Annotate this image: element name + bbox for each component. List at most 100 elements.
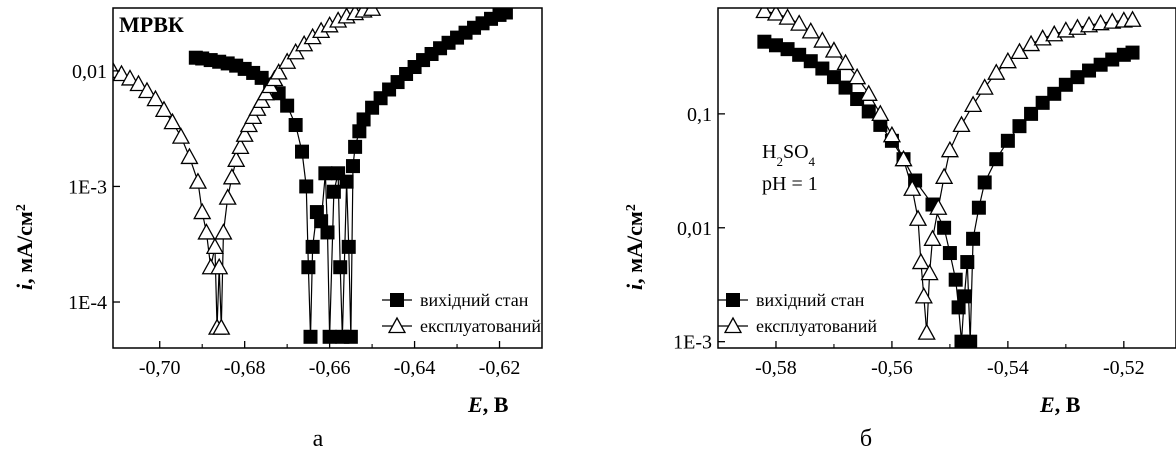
chart-a-series-1-point bbox=[137, 81, 157, 99]
chart-b-series-1-point bbox=[801, 22, 820, 39]
chart-b-series-0-point bbox=[780, 42, 795, 57]
formula-so: SO bbox=[783, 141, 809, 163]
chart-a-series-0-point bbox=[345, 159, 360, 174]
panel-b-letter: б bbox=[860, 426, 872, 452]
chart-a-series-1-point bbox=[218, 188, 237, 205]
chart-b-series-1-point bbox=[923, 229, 942, 246]
chart-b-series-0-point bbox=[948, 272, 963, 287]
chart-b-series-0-point bbox=[826, 70, 841, 85]
chart-b-series-1-point bbox=[975, 78, 994, 95]
chart-a-series-1-point bbox=[235, 125, 254, 142]
legend-marker-1 bbox=[387, 316, 407, 334]
x-tick-label: -0,54 bbox=[987, 357, 1029, 379]
chart-a-y-axis-label: i, мА/см2 bbox=[12, 204, 37, 290]
legend-label-1: експлуатований bbox=[420, 316, 541, 336]
legend-label-1: експлуатований bbox=[756, 316, 877, 336]
x-tick-label: -0,62 bbox=[479, 357, 521, 379]
chart-b-series-0-point bbox=[803, 54, 818, 69]
chart-a-series-0-point bbox=[303, 329, 318, 344]
chart-a-series-1-point bbox=[214, 223, 233, 240]
chart-a-series-1-point bbox=[163, 112, 182, 130]
chart-a-series-1-point bbox=[269, 63, 288, 80]
chart-b-x-label-symbol: E bbox=[1039, 392, 1055, 417]
chart-a-series-1-point bbox=[231, 137, 250, 155]
chart-a-series-1-point bbox=[227, 150, 246, 167]
chart-b-series-1-point bbox=[908, 209, 928, 226]
chart-a-marks bbox=[113, 8, 513, 344]
chart-b-plot-frame bbox=[717, 7, 1176, 349]
legend-marker-0 bbox=[390, 293, 404, 307]
chart-a-series-0-point bbox=[348, 139, 363, 154]
chart-b-series-0-point bbox=[977, 175, 992, 190]
chart-a-series-1-point bbox=[146, 89, 165, 107]
chart-a-x-label-unit: , В bbox=[483, 392, 509, 417]
chart-b-series-1-point bbox=[903, 179, 922, 196]
chart-b-series-1-point bbox=[813, 31, 832, 48]
chart-b-annotation-ph: pH = 1 bbox=[762, 173, 818, 195]
chart-a-series-0-point bbox=[356, 112, 371, 127]
chart-panel-a: -0,70 -0,68 -0,66 -0,64 -0,62 1E-4 1E-3 0,01 МР… bbox=[12, 7, 543, 452]
chart-a-series-0-point bbox=[288, 118, 303, 133]
chart-b-series-0-point bbox=[966, 231, 981, 246]
chart-b-series-0-point bbox=[1093, 57, 1108, 72]
chart-a-plot-frame bbox=[112, 7, 543, 349]
x-tick-label: -0,70 bbox=[139, 357, 181, 379]
chart-a-series-1-point bbox=[171, 127, 191, 144]
chart-a-x-axis-label: E, В bbox=[467, 392, 509, 417]
x-tick-label: -0,68 bbox=[224, 357, 266, 379]
chart-a-series-0-point bbox=[305, 239, 320, 254]
legend-label-0: вихідний стан bbox=[756, 290, 865, 310]
chart-b-legend: вихідний стан експлуатований bbox=[718, 290, 877, 336]
chart-a-y-label-unit: , мА/см bbox=[12, 211, 37, 284]
x-tick-label: -0,56 bbox=[871, 357, 913, 379]
chart-b-series-0-point bbox=[768, 38, 783, 53]
chart-b-ticks: -0,58 -0,56 -0,54 -0,52 1E-3 0,01 0,1 bbox=[673, 104, 1145, 379]
chart-b-series-0-point bbox=[815, 61, 830, 76]
chart-b-series-1-point bbox=[935, 167, 954, 184]
chart-a-series-0-point bbox=[341, 239, 356, 254]
chart-a-series-1-point bbox=[286, 42, 305, 60]
chart-a-series-0-point bbox=[352, 124, 367, 139]
chart-b-series-0-point bbox=[1058, 77, 1073, 92]
chart-a-series-0-point bbox=[318, 166, 333, 181]
chart-b-series-0-point bbox=[942, 246, 957, 261]
formula-sub-2: 2 bbox=[776, 154, 783, 169]
chart-a-series-0-point bbox=[339, 174, 354, 189]
chart-a-series-1-point bbox=[210, 257, 229, 275]
y-tick-label: 0,01 bbox=[72, 61, 107, 83]
y-tick-label: 0,1 bbox=[687, 104, 712, 126]
chart-b-x-label-unit: , В bbox=[1055, 392, 1081, 417]
chart-b-series-1-point bbox=[920, 263, 939, 281]
chart-b-series-0-point bbox=[861, 104, 876, 119]
chart-b-series-0-point bbox=[1024, 106, 1039, 121]
chart-b-y-axis-label: i, мА/см2 bbox=[622, 204, 647, 290]
chart-b-series-0-point bbox=[989, 152, 1004, 167]
x-tick-label: -0,66 bbox=[309, 357, 351, 379]
chart-a-series-1-point bbox=[180, 147, 199, 165]
chart-a-y-label-exponent: 2 bbox=[14, 204, 29, 211]
chart-b-y-label-unit: , мА/см bbox=[622, 211, 647, 284]
chart-b-series-1-point bbox=[824, 41, 844, 58]
chart-a-series-0-point bbox=[301, 260, 316, 275]
chart-a-series-1-point bbox=[212, 318, 231, 335]
chart-b-series-1-line bbox=[764, 10, 1133, 333]
chart-a-series-1-point bbox=[362, 8, 382, 16]
chart-b-y-label-symbol: i bbox=[622, 283, 647, 290]
chart-b-x-axis-label: E, В bbox=[1039, 392, 1081, 417]
chart-a-series-1-point bbox=[205, 237, 225, 255]
chart-b-series-1-point bbox=[755, 8, 774, 19]
chart-a-series-0-point bbox=[320, 225, 335, 240]
chart-b-series-0-point bbox=[838, 80, 853, 95]
chart-b-series-0-point bbox=[1047, 86, 1062, 101]
chart-a-series-1-point bbox=[113, 64, 131, 82]
chart-b-series-0-point bbox=[792, 47, 807, 62]
legend-marker-0 bbox=[726, 293, 740, 307]
chart-b-series-1-point bbox=[836, 53, 855, 71]
chart-a-annotation: МРВК bbox=[119, 12, 184, 37]
formula-sub-4: 4 bbox=[809, 154, 816, 169]
chart-a-series-1-point bbox=[129, 74, 148, 92]
chart-b-series-1-point bbox=[859, 84, 878, 101]
chart-b-series-1-point bbox=[929, 198, 948, 215]
chart-a-series-1-point bbox=[278, 52, 297, 69]
